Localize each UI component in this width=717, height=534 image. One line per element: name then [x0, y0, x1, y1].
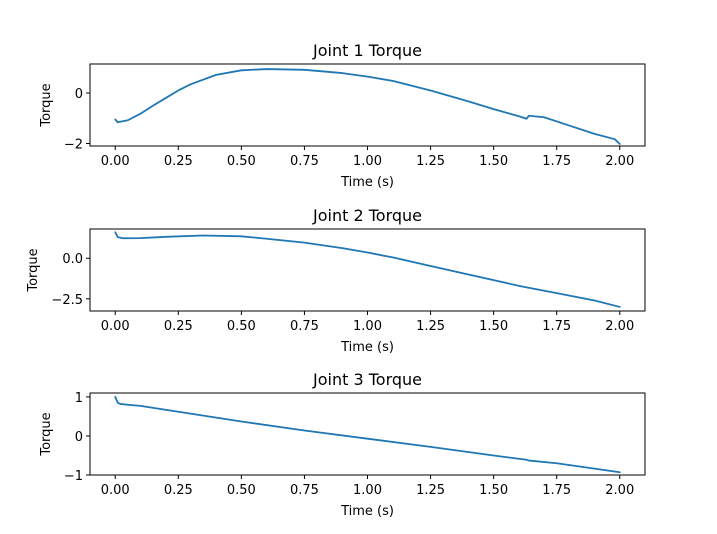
- x-tick-label: 1.50: [479, 483, 508, 498]
- x-axis-label: Time (s): [340, 175, 394, 190]
- y-axis-label: Torque: [39, 412, 54, 456]
- y-axis-label: Torque: [39, 83, 54, 127]
- subplot-joint-1: Joint 1 Torque Time (s) Torque 0.00 0.25 0…: [39, 41, 646, 190]
- x-tick-label: 2.00: [605, 154, 634, 169]
- x-tick-label: 1.00: [353, 319, 382, 334]
- y-tick-label: 0.0: [62, 252, 83, 267]
- subplot-joint-3: Joint 3 Torque Time (s) Torque 0.00 0.25 0…: [39, 370, 646, 519]
- x-tick-label: 0.75: [290, 154, 319, 169]
- x-tick-label: 1.50: [479, 154, 508, 169]
- x-tick-label: 0.25: [164, 319, 193, 334]
- x-axis-label: Time (s): [340, 504, 394, 519]
- x-tick-label: 2.00: [605, 319, 634, 334]
- x-tick-label: 0.25: [164, 154, 193, 169]
- y-tick-label: 0: [75, 87, 83, 102]
- x-tick-label: 0.00: [101, 154, 130, 169]
- x-tick-label: 1.75: [542, 154, 571, 169]
- x-tick-label: 0.25: [164, 483, 193, 498]
- series-line: [114, 395, 621, 474]
- x-tick-label: 1.50: [479, 319, 508, 334]
- y-tick-label: −1: [64, 469, 83, 484]
- x-axis-label: Time (s): [340, 340, 394, 355]
- y-tick-label: 0: [75, 430, 83, 445]
- x-tick-label: 0.75: [290, 319, 319, 334]
- x-tick-label: 0.00: [101, 319, 130, 334]
- y-axis-label: Torque: [26, 248, 41, 292]
- x-tick-label: 1.25: [416, 154, 445, 169]
- subplot-title: Joint 2 Torque: [312, 206, 422, 225]
- y-tick-label: −2: [64, 137, 83, 152]
- x-tick-label: 1.75: [542, 319, 571, 334]
- x-tick-label: 1.00: [353, 483, 382, 498]
- x-tick-label: 1.25: [416, 483, 445, 498]
- x-tick-label: 0.50: [227, 154, 256, 169]
- x-tick-label: 0.75: [290, 483, 319, 498]
- subplot-joint-2: Joint 2 Torque Time (s) Torque 0.00 0.25 0…: [26, 206, 646, 355]
- series-line: [114, 68, 621, 145]
- x-tick-label: 0.00: [101, 483, 130, 498]
- subplot-title: Joint 1 Torque: [312, 41, 422, 60]
- x-tick-label: 0.50: [227, 483, 256, 498]
- y-tick-label: 1: [75, 391, 83, 406]
- x-tick-label: 1.75: [542, 483, 571, 498]
- x-tick-label: 1.00: [353, 154, 382, 169]
- x-tick-label: 1.25: [416, 319, 445, 334]
- subplot-title: Joint 3 Torque: [312, 370, 422, 389]
- x-tick-label: 2.00: [605, 483, 634, 498]
- y-tick-label: −2.5: [51, 293, 83, 308]
- x-tick-label: 0.50: [227, 319, 256, 334]
- series-line: [114, 231, 621, 308]
